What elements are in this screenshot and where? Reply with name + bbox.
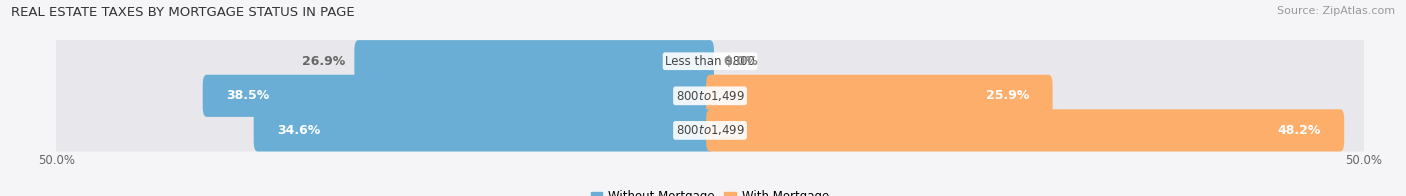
FancyBboxPatch shape: [706, 75, 1053, 117]
Text: 26.9%: 26.9%: [302, 55, 346, 68]
FancyBboxPatch shape: [354, 40, 714, 82]
Text: 38.5%: 38.5%: [226, 89, 270, 102]
FancyBboxPatch shape: [202, 75, 714, 117]
FancyBboxPatch shape: [52, 40, 1368, 82]
Text: 48.2%: 48.2%: [1277, 124, 1320, 137]
Text: Less than $800: Less than $800: [665, 55, 755, 68]
FancyBboxPatch shape: [52, 75, 1368, 117]
FancyBboxPatch shape: [52, 109, 1368, 152]
Legend: Without Mortgage, With Mortgage: Without Mortgage, With Mortgage: [586, 186, 834, 196]
Text: REAL ESTATE TAXES BY MORTGAGE STATUS IN PAGE: REAL ESTATE TAXES BY MORTGAGE STATUS IN …: [11, 6, 354, 19]
Text: 34.6%: 34.6%: [277, 124, 321, 137]
FancyBboxPatch shape: [253, 109, 714, 152]
Text: 0.0%: 0.0%: [723, 55, 758, 68]
Text: 25.9%: 25.9%: [986, 89, 1029, 102]
Text: $800 to $1,499: $800 to $1,499: [675, 89, 745, 103]
Text: Source: ZipAtlas.com: Source: ZipAtlas.com: [1277, 6, 1395, 16]
FancyBboxPatch shape: [706, 109, 1344, 152]
Text: $800 to $1,499: $800 to $1,499: [675, 123, 745, 137]
